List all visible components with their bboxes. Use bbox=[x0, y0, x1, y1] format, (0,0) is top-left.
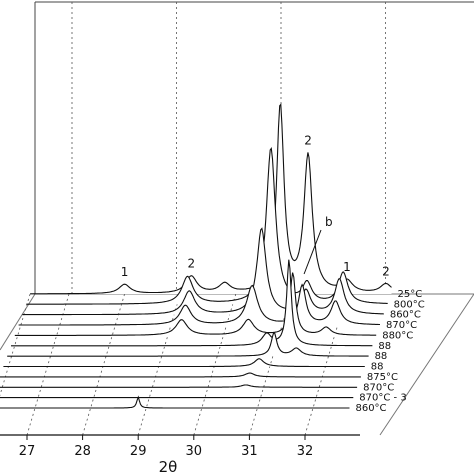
annotation-label: 2 bbox=[382, 264, 390, 278]
annotation-leader bbox=[303, 229, 322, 275]
x-tick-label: 31 bbox=[241, 444, 258, 459]
x-axis-label: 2θ bbox=[159, 458, 178, 474]
frame-right-edge bbox=[379, 293, 474, 436]
trace-fill bbox=[26, 148, 388, 305]
annotation-label: 1 bbox=[343, 260, 351, 274]
trace-line bbox=[3, 358, 365, 368]
trace-line bbox=[30, 103, 392, 295]
vertical-gridlines bbox=[0, 2, 386, 436]
trace-fill bbox=[22, 228, 384, 315]
x-tick-label: 27 bbox=[19, 444, 36, 459]
x-tick-label: 30 bbox=[186, 444, 203, 459]
back-frame bbox=[0, 1, 474, 436]
trace-label: 25°C bbox=[397, 289, 422, 300]
x-tick-label: 32 bbox=[297, 444, 314, 459]
trace-label: 860°C bbox=[355, 403, 386, 414]
trace-line bbox=[14, 272, 377, 336]
trace-label: 88 bbox=[375, 351, 388, 362]
trace-line bbox=[7, 331, 369, 357]
annotation-label: 2 bbox=[304, 133, 312, 147]
trace-fill bbox=[0, 373, 361, 377]
x-axis: 27 28 29 30 31 32 bbox=[0, 434, 360, 459]
trace-fill bbox=[7, 332, 369, 357]
trace-label: 880°C bbox=[382, 330, 413, 341]
trace-line bbox=[0, 384, 358, 388]
trace-label: 800°C bbox=[394, 299, 425, 310]
trace-label: 860°C bbox=[390, 310, 421, 321]
trace-fill bbox=[30, 104, 392, 294]
trace-line bbox=[0, 395, 350, 409]
annotation-label: b bbox=[325, 215, 333, 229]
floor-gridline bbox=[137, 293, 181, 436]
frame-left-floor bbox=[0, 293, 36, 351]
trace-label: 875°C bbox=[367, 372, 398, 383]
trace-series: 25°C800°C860°C870°C880°C888888875°C870°C… bbox=[0, 103, 425, 414]
trace-line bbox=[11, 259, 373, 347]
peak-annotations: 1 2 2 1 2 b bbox=[121, 133, 390, 279]
annotation-label: 1 bbox=[121, 265, 129, 279]
trace-fill bbox=[3, 358, 365, 367]
trace-label: 870°C bbox=[363, 382, 394, 393]
trace-line bbox=[26, 147, 388, 305]
trace-fill bbox=[0, 397, 350, 408]
trace-label: 870°C bbox=[386, 320, 417, 331]
annotation-label: 2 bbox=[187, 257, 195, 271]
trace-label: 88 bbox=[378, 341, 391, 352]
floor-gridline bbox=[82, 293, 125, 436]
trace-line bbox=[22, 227, 384, 316]
x-tick-label: 28 bbox=[74, 444, 91, 459]
trace-label: 870°C - 3 bbox=[359, 393, 406, 404]
trace-line bbox=[0, 372, 361, 378]
floor-gridline bbox=[193, 293, 237, 436]
trace-line bbox=[18, 283, 380, 326]
x-tick-label: 29 bbox=[130, 444, 147, 459]
trace-fill bbox=[18, 284, 380, 326]
trace-label: 88 bbox=[371, 362, 384, 373]
